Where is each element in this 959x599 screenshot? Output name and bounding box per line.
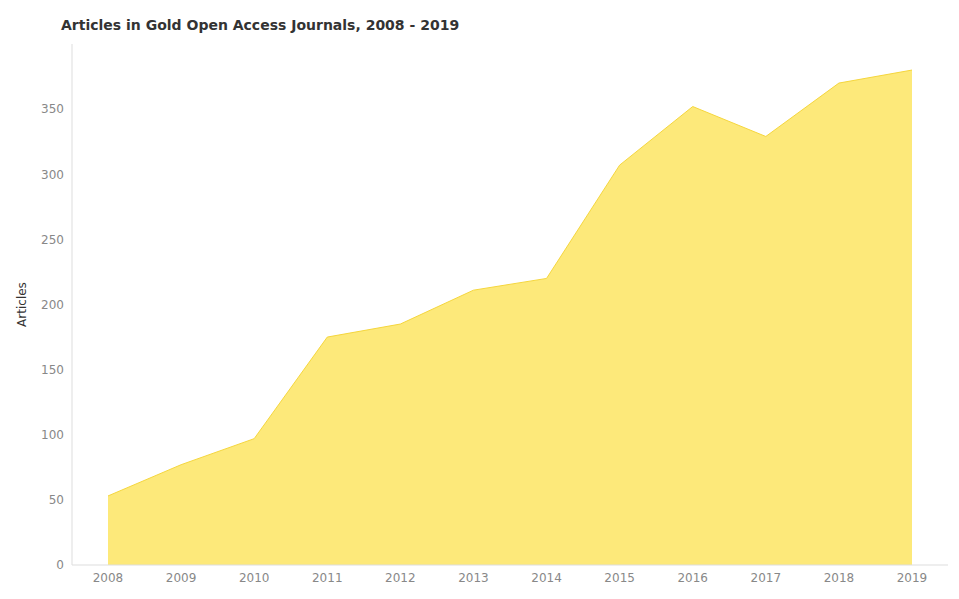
svg-text:200: 200: [41, 298, 64, 312]
svg-text:350: 350: [41, 102, 64, 116]
svg-text:150: 150: [41, 363, 64, 377]
html-text:Articles in Gold Open Access J: Articles in Gold Open Access Journals, 2…: [61, 17, 460, 33]
svg-text:2015: 2015: [604, 571, 635, 585]
svg-text:Articles: Articles: [15, 282, 29, 327]
svg-text:250: 250: [41, 233, 64, 247]
svg-text:2009: 2009: [166, 571, 197, 585]
svg-text:2019: 2019: [897, 571, 928, 585]
svg-text:2008: 2008: [93, 571, 124, 585]
svg-text:2011: 2011: [312, 571, 343, 585]
svg-text:2014: 2014: [531, 571, 562, 585]
svg-text:50: 50: [49, 493, 64, 507]
svg-text:2017: 2017: [751, 571, 782, 585]
svg-text:2016: 2016: [677, 571, 708, 585]
svg-text:2012: 2012: [385, 571, 416, 585]
svg-text:2013: 2013: [458, 571, 489, 585]
svg-text:2018: 2018: [824, 571, 855, 585]
svg-text:300: 300: [41, 168, 64, 182]
svg-text:0: 0: [56, 558, 64, 572]
svg-text:100: 100: [41, 428, 64, 442]
svg-text:2010: 2010: [239, 571, 270, 585]
